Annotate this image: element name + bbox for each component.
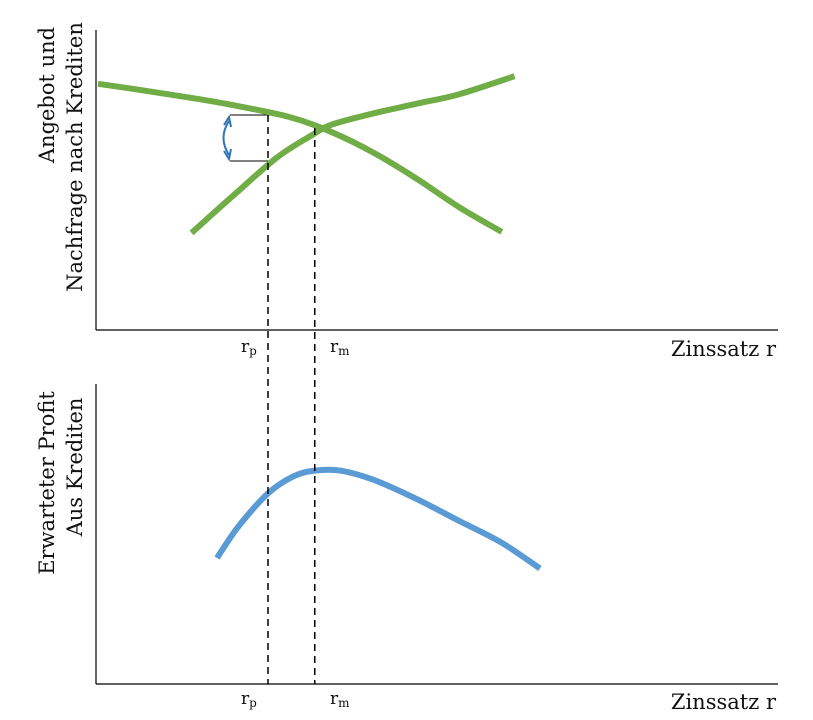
bottom-tick-label-rp: rp [241, 689, 257, 710]
bottom-tick-rm-sub: m [338, 696, 350, 710]
gap-arrow-head-top-icon [223, 114, 232, 128]
top-tick-rm-base: r [330, 337, 339, 357]
gap-arrow-icon [222, 120, 230, 156]
bottom-panel: Erwarteter Profit Aus Krediten Zinssatz … [35, 384, 778, 714]
bottom-xlabel: Zinssatz r [671, 690, 777, 714]
bottom-profit-curve [214, 466, 542, 571]
top-demand-curve [97, 80, 504, 235]
bottom-tick-rp-base: r [241, 689, 250, 709]
bottom-tick-rm-base: r [330, 689, 339, 709]
gap-arrow-head-bottom-icon [223, 148, 232, 162]
top-ylabel-line-1: Angebot und [35, 27, 59, 164]
top-panel: Angebot und Nachfrage nach Krediten Zins… [35, 22, 778, 361]
top-tick-label-rm: rm [330, 337, 350, 358]
bottom-ylabel-line-1: Erwarteter Profit [35, 391, 59, 575]
top-tick-label-rp: rp [241, 337, 257, 358]
bottom-ylabel-line-2: Aus Krediten [63, 398, 87, 538]
top-tick-rp-sub: p [249, 344, 257, 358]
top-tick-rp-base: r [241, 337, 250, 357]
top-supply-curve [189, 73, 516, 236]
top-tick-rm-sub: m [338, 344, 350, 358]
top-xlabel: Zinssatz r [671, 337, 777, 361]
top-ylabel-line-2: Nachfrage nach Krediten [63, 22, 87, 292]
bottom-tick-label-rm: rm [330, 689, 350, 710]
bottom-tick-rp-sub: p [249, 696, 257, 710]
